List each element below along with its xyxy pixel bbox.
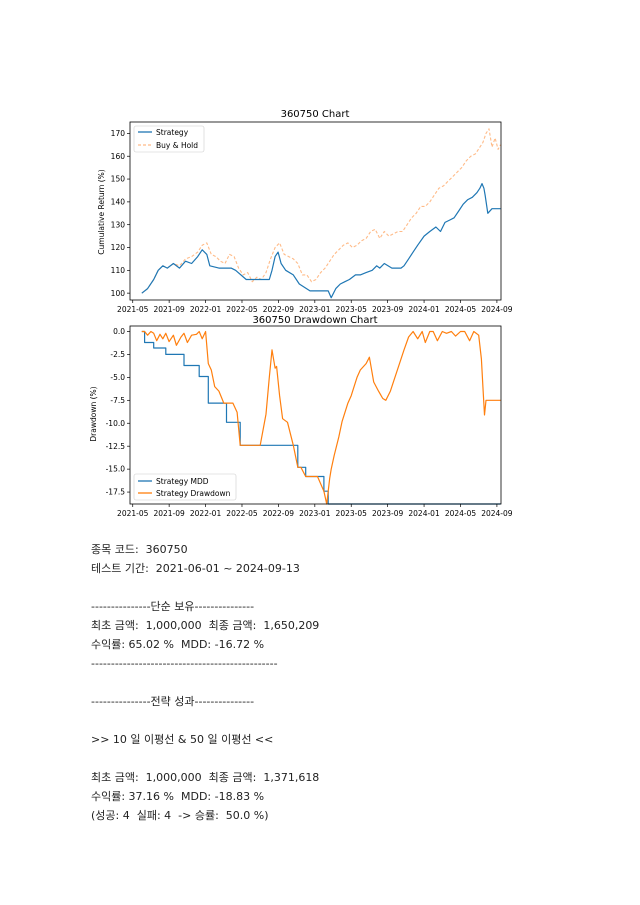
strategy-header: ---------------전략 성과--------------- (91, 695, 255, 708)
chart1-plot-frame (129, 121, 502, 301)
chart2-xtick-label: 2021-05 (117, 509, 149, 518)
chart2-ytick-label: -17.5 (106, 488, 126, 497)
blank-line (91, 749, 631, 768)
chart2-ytick-label: -5.0 (110, 373, 125, 382)
chart2-xtick-label: 2024-01 (408, 509, 440, 518)
drawdown-chart: 360750 Drawdown Chart Drawdown (%) 2021-… (89, 315, 513, 518)
chart1-ytick-label: 170 (111, 129, 126, 138)
chart2-ylabel: Drawdown (%) (89, 386, 98, 441)
chart2-ytick-label: 0.0 (113, 327, 125, 336)
chart1-xtick-label: 2023-01 (299, 305, 331, 314)
buy-hold-amounts: 최초 금액: 1,000,000 최종 금액: 1,650,209 (91, 619, 320, 632)
chart1-xtick-label: 2023-09 (372, 305, 404, 314)
chart1-xtick-label: 2022-09 (263, 305, 295, 314)
chart2-legend-drawdown: Strategy Drawdown (156, 489, 231, 498)
chart1-xtick-label: 2024-05 (445, 305, 477, 314)
chart1-ytick-label: 120 (111, 243, 126, 252)
chart2-series-strategy-mdd (141, 330, 501, 505)
chart2-xtick-label: 2023-05 (336, 509, 368, 518)
chart1-series-buy-hold (141, 128, 501, 294)
chart1-xtick-label: 2023-05 (336, 305, 368, 314)
chart2-ytick-label: -2.5 (110, 350, 125, 359)
chart2-ytick-label: -10.0 (106, 419, 126, 428)
backtest-report: 종목 코드: 360750 테스트 기간: 2021-06-01 ~ 2024-… (91, 540, 631, 825)
strategy-returns: 수익률: 37.16 % MDD: -18.83 % (91, 790, 265, 803)
chart2-xtick-label: 2022-01 (190, 509, 222, 518)
blank-line (91, 711, 631, 730)
chart1-xtick-label: 2022-01 (190, 305, 222, 314)
chart2-title: 360750 Drawdown Chart (252, 315, 377, 326)
chart1-ytick-label: 150 (111, 175, 126, 184)
chart1-xtick-label: 2024-09 (481, 305, 513, 314)
chart2-xtick-label: 2021-09 (153, 509, 185, 518)
chart2-legend: Strategy MDD Strategy Drawdown (133, 473, 237, 501)
chart2-xtick-label: 2024-09 (481, 509, 513, 518)
cumulative-return-chart: 360750 Chart Cumulative Return (%) 2021-… (97, 109, 513, 314)
chart2-ytick-label: -7.5 (110, 396, 125, 405)
chart1-ylabel: Cumulative Return (%) (97, 169, 106, 255)
chart2-xtick-label: 2023-01 (299, 509, 331, 518)
chart1-ytick-label: 100 (111, 289, 126, 298)
chart2-xtick-label: 2022-05 (226, 509, 258, 518)
buy-hold-returns: 수익률: 65.02 % MDD: -16.72 % (91, 638, 265, 651)
charts-figure: 360750 Chart Cumulative Return (%) 2021-… (89, 109, 513, 518)
strategy-amounts: 최초 금액: 1,000,000 최종 금액: 1,371,618 (91, 771, 320, 784)
chart1-title: 360750 Chart (281, 109, 350, 120)
chart1-ytick-label: 160 (111, 152, 126, 161)
chart1-series-strategy (141, 183, 501, 299)
chart2-xtick-label: 2022-09 (263, 509, 295, 518)
strategy-winrate: (성공: 4 실패: 4 -> 승률: 50.0 %) (91, 809, 269, 822)
chart2-plot-frame (129, 325, 502, 505)
chart1-ytick-label: 130 (111, 220, 126, 229)
chart2-xtick-label: 2023-09 (372, 509, 404, 518)
chart1-ytick-label: 110 (111, 266, 126, 275)
chart1-legend-strategy: Strategy (156, 128, 189, 137)
chart2-series-strategy-drawdown (141, 330, 501, 505)
chart1-legend-buyhold: Buy & Hold (156, 141, 198, 150)
section-divider: ----------------------------------------… (91, 657, 278, 670)
chart1-ytick-label: 140 (111, 197, 126, 206)
chart2-legend-mdd: Strategy MDD (156, 477, 209, 486)
buy-hold-header: ---------------단순 보유--------------- (91, 600, 255, 613)
chart2-xtick-label: 2024-05 (445, 509, 477, 518)
chart1-xtick-label: 2021-09 (153, 305, 185, 314)
stock-code-line: 종목 코드: 360750 (91, 543, 188, 556)
chart1-xtick-label: 2022-05 (226, 305, 258, 314)
strategy-name: >> 10 일 이평선 & 50 일 이평선 << (91, 733, 274, 746)
chart2-ytick-label: -15.0 (106, 465, 126, 474)
blank-line (91, 578, 631, 597)
chart2-ytick-label: -12.5 (106, 442, 126, 451)
test-period-line: 테스트 기간: 2021-06-01 ~ 2024-09-13 (91, 562, 300, 575)
blank-line (91, 673, 631, 692)
chart1-xtick-label: 2024-01 (408, 305, 440, 314)
chart1-legend: Strategy Buy & Hold (133, 125, 205, 153)
chart1-xtick-label: 2021-05 (117, 305, 149, 314)
